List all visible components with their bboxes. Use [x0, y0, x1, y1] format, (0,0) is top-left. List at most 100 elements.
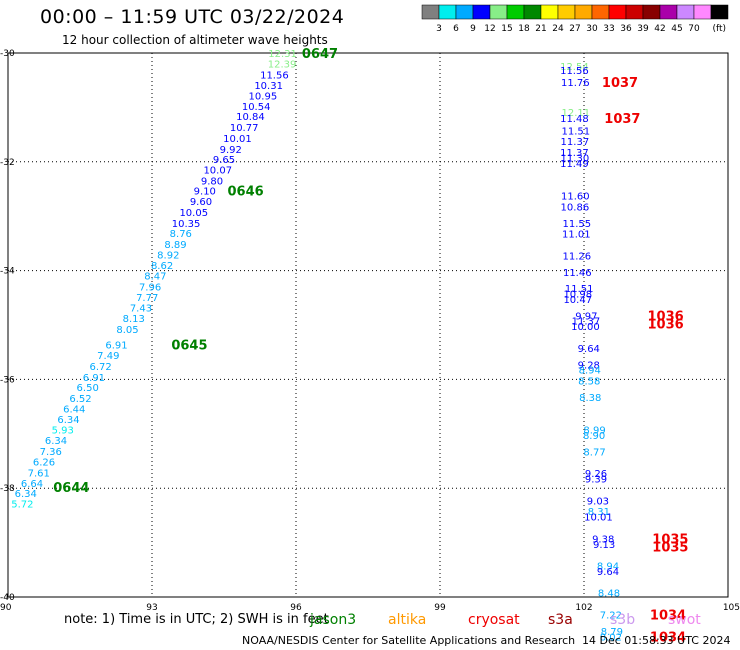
scale-swatch: [710, 4, 729, 20]
swh-label: 12.11: [562, 108, 591, 119]
scale-swatch: [438, 4, 457, 20]
swh-label: 6.64: [21, 479, 43, 490]
scale-label: 6: [453, 24, 459, 34]
swh-label: 9.64: [597, 567, 619, 578]
time-label: 0647: [302, 47, 338, 62]
scale-label: 70: [688, 24, 700, 34]
scale-swatch: [642, 4, 661, 20]
swh-label: 8.94: [597, 562, 619, 573]
swh-label: 11.55: [562, 219, 591, 230]
time-label: 0645: [171, 339, 207, 354]
scale-swatch: [557, 4, 576, 20]
swh-label: 9.13: [593, 540, 615, 551]
swh-label: 10.01: [223, 134, 252, 145]
swh-label: 8.94: [579, 366, 601, 377]
credit-text: NOAA/NESDIS Center for Satellite Applica…: [242, 634, 576, 647]
swh-label: 10.35: [172, 219, 201, 230]
swh-label: 10.54: [242, 102, 271, 113]
y-axis-ticks: -30 -32 -34 -36 -38 -40: [0, 49, 15, 603]
swh-label: 11.51: [562, 126, 591, 137]
plot-frame: [7, 52, 729, 598]
swh-label: 8.99: [583, 426, 605, 437]
swh-label: 9.64: [578, 344, 600, 355]
color-scale-bar: 3 6 9 12 15 18 21 24 27 30 33 36 39 42 45 70 (ft): [421, 4, 729, 34]
swh-label: 8.47: [144, 272, 166, 283]
scale-label: 27: [569, 24, 580, 34]
swh-label: 11.30: [561, 154, 590, 165]
time-label: 1037: [604, 112, 640, 127]
swh-label: 6.91: [105, 341, 127, 352]
chart-subtitle: 12 hour collection of altimeter wave hei…: [62, 33, 328, 47]
swh-label: 11.37: [560, 148, 589, 159]
scale-swatch: [693, 4, 712, 20]
swh-label: 6.91: [83, 373, 105, 384]
swh-label: 8.92: [157, 250, 179, 261]
scale-swatch: [591, 4, 610, 20]
swh-label: 9.60: [190, 197, 212, 208]
scale-label: 12: [484, 24, 495, 34]
x-tick-label: 105: [723, 603, 740, 613]
scale-label: 45: [671, 24, 682, 34]
scale-swatch: [676, 4, 695, 20]
swh-label: 8.38: [579, 393, 601, 404]
swh-label: 11.26: [562, 251, 591, 262]
scale-swatch: [472, 4, 491, 20]
y-tick-label: -30: [0, 49, 15, 59]
swh-label: 6.72: [90, 362, 112, 373]
swh-label: 8.76: [170, 229, 192, 240]
swh-label: 6.34: [57, 415, 79, 426]
scale-swatch: [523, 4, 542, 20]
swh-label: 6.34: [15, 489, 37, 500]
swh-label: 9.03: [587, 496, 609, 507]
scale-swatch: [625, 4, 644, 20]
swh-label: 9.65: [213, 155, 235, 166]
scale-swatch: [540, 4, 559, 20]
swh-label: 9.80: [201, 176, 223, 187]
scale-label: 9: [470, 24, 476, 34]
swh-label: 11.49: [560, 159, 589, 170]
wave-height-labels: 12.3112.3911.5610.3110.9510.5410.8410.77…: [11, 49, 623, 643]
swh-label: 6.52: [69, 394, 91, 405]
swh-label: 12.39: [268, 59, 297, 70]
legend-s3a: s3a: [548, 612, 573, 628]
swh-label: 5.93: [52, 426, 74, 437]
swh-label: 11.56: [560, 66, 589, 77]
swh-label: 11.56: [260, 70, 289, 81]
time-label: 1036: [648, 309, 684, 324]
legend-altika: altika: [388, 612, 427, 628]
swh-label: 11.60: [561, 192, 590, 203]
swh-label: 10.86: [561, 202, 590, 213]
swh-label: 8.31: [588, 507, 610, 518]
swh-label: 10.84: [236, 112, 265, 123]
time-label: 0644: [53, 481, 89, 496]
plot-border: [7, 52, 729, 598]
swh-label: 8.48: [598, 589, 620, 600]
scale-swatch: [421, 4, 440, 20]
time-label: 1034: [650, 630, 686, 645]
swh-label: 7.43: [130, 304, 152, 315]
swh-label: 6.34: [45, 436, 67, 447]
scale-swatch: [659, 4, 678, 20]
chart-title: 00:00 – 11:59 UTC 03/22/2024: [40, 6, 345, 28]
footer-note: note: 1) Time is in UTC; 2) SWH is in fe…: [64, 612, 329, 627]
time-label: 1035: [652, 532, 688, 547]
swh-label: 7.96: [139, 282, 161, 293]
x-axis-ticks: 90 93 96 99 102 105: [0, 603, 740, 613]
swh-label: 7.36: [40, 447, 62, 458]
grid-lines: [8, 53, 728, 597]
swh-label: 10.00: [571, 322, 600, 333]
scale-swatch: [506, 4, 525, 20]
scale-label: 33: [603, 24, 614, 34]
swh-label: 9.97: [575, 311, 597, 322]
swh-label: 11.37: [561, 137, 590, 148]
swh-label: 8.02: [600, 632, 622, 643]
swh-label: 9.38: [592, 534, 614, 545]
swh-label: 12.31: [268, 49, 297, 60]
scale-unit: (ft): [712, 24, 726, 34]
y-tick-label: -36: [0, 375, 15, 385]
swh-label: 8.62: [151, 261, 173, 272]
swh-label: 11.76: [561, 78, 590, 89]
scale-swatch: [574, 4, 593, 20]
time-label: 1037: [602, 76, 638, 91]
scale-swatch: [455, 4, 474, 20]
